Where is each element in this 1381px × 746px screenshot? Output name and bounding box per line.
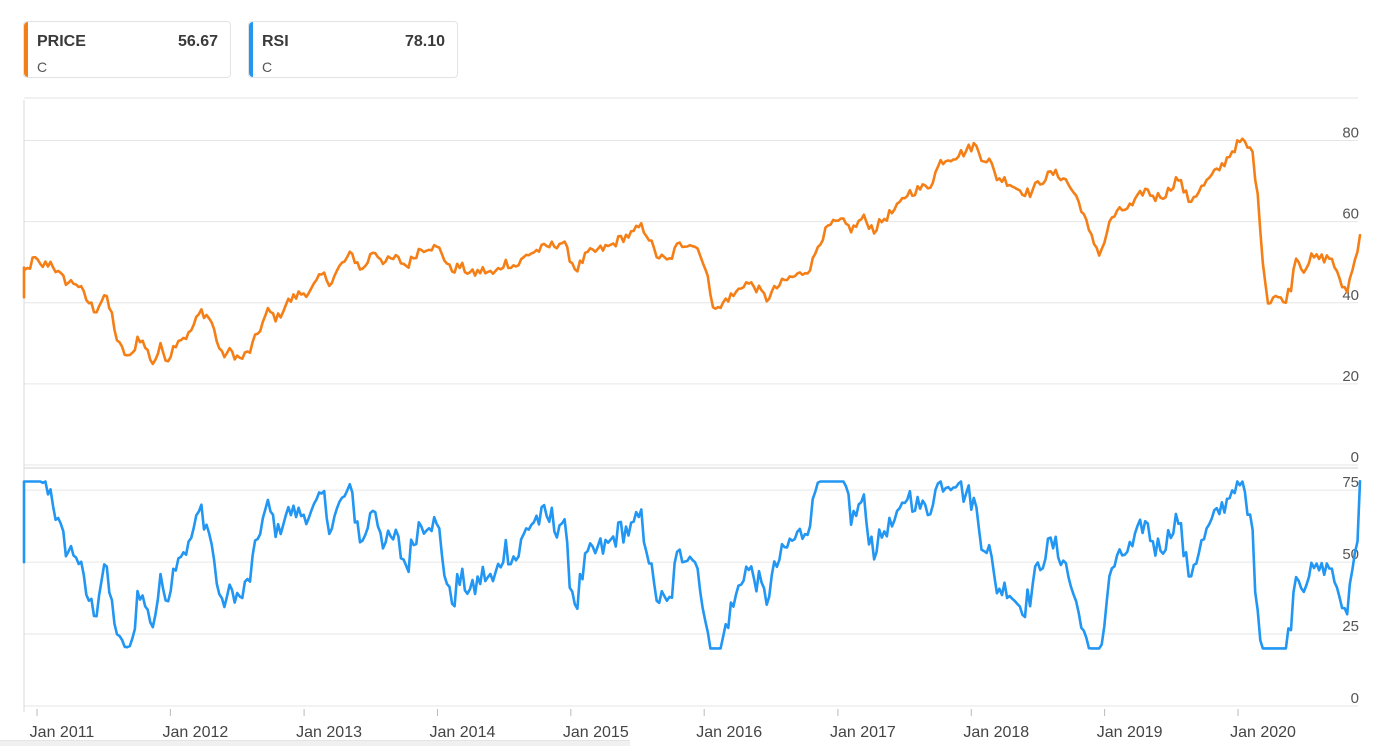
rsi-legend-card[interactable]: RSI 78.10 C [248, 21, 458, 78]
price-axis-tick-label: 60 [1342, 206, 1359, 223]
rsi-legend-value: 78.10 [404, 33, 445, 50]
x-axis-label: Jan 2013 [296, 724, 362, 741]
rsi-legend-ticker: C [262, 59, 273, 75]
rsi-legend-name: RSI [262, 33, 289, 50]
price-legend-value: 56.67 [177, 33, 218, 50]
price-legend-card[interactable]: PRICE 56.67 C [23, 21, 231, 78]
x-axis-label: Jan 2017 [830, 724, 896, 741]
rsi-series-line [22, 479, 1362, 650]
x-axis-label: Jan 2012 [162, 724, 228, 741]
x-axis-label: Jan 2014 [430, 724, 496, 741]
price-color-bar [24, 22, 28, 77]
horizontal-scrollbar[interactable] [0, 740, 630, 746]
x-axis-label: Jan 2019 [1097, 724, 1163, 741]
x-axis-label: Jan 2018 [963, 724, 1029, 741]
rsi-axis-tick-label: 0 [1351, 690, 1359, 707]
price-axis-tick-label: 20 [1342, 368, 1359, 385]
price-axis-tick-label: 0 [1351, 449, 1359, 466]
price-legend-ticker: C [37, 59, 48, 75]
x-axis-label: Jan 2016 [696, 724, 762, 741]
price-legend-name: PRICE [37, 33, 86, 50]
x-axis-label: Jan 2011 [30, 724, 95, 741]
x-axis-label: Jan 2020 [1230, 724, 1296, 741]
rsi-axis-tick-label: 25 [1342, 618, 1359, 635]
price-axis-tick-label: 80 [1342, 125, 1359, 142]
rsi-axis-tick-label: 75 [1342, 474, 1359, 491]
rsi-color-bar [249, 22, 253, 77]
price-series-line [22, 137, 1362, 366]
x-axis-label: Jan 2015 [563, 724, 629, 741]
